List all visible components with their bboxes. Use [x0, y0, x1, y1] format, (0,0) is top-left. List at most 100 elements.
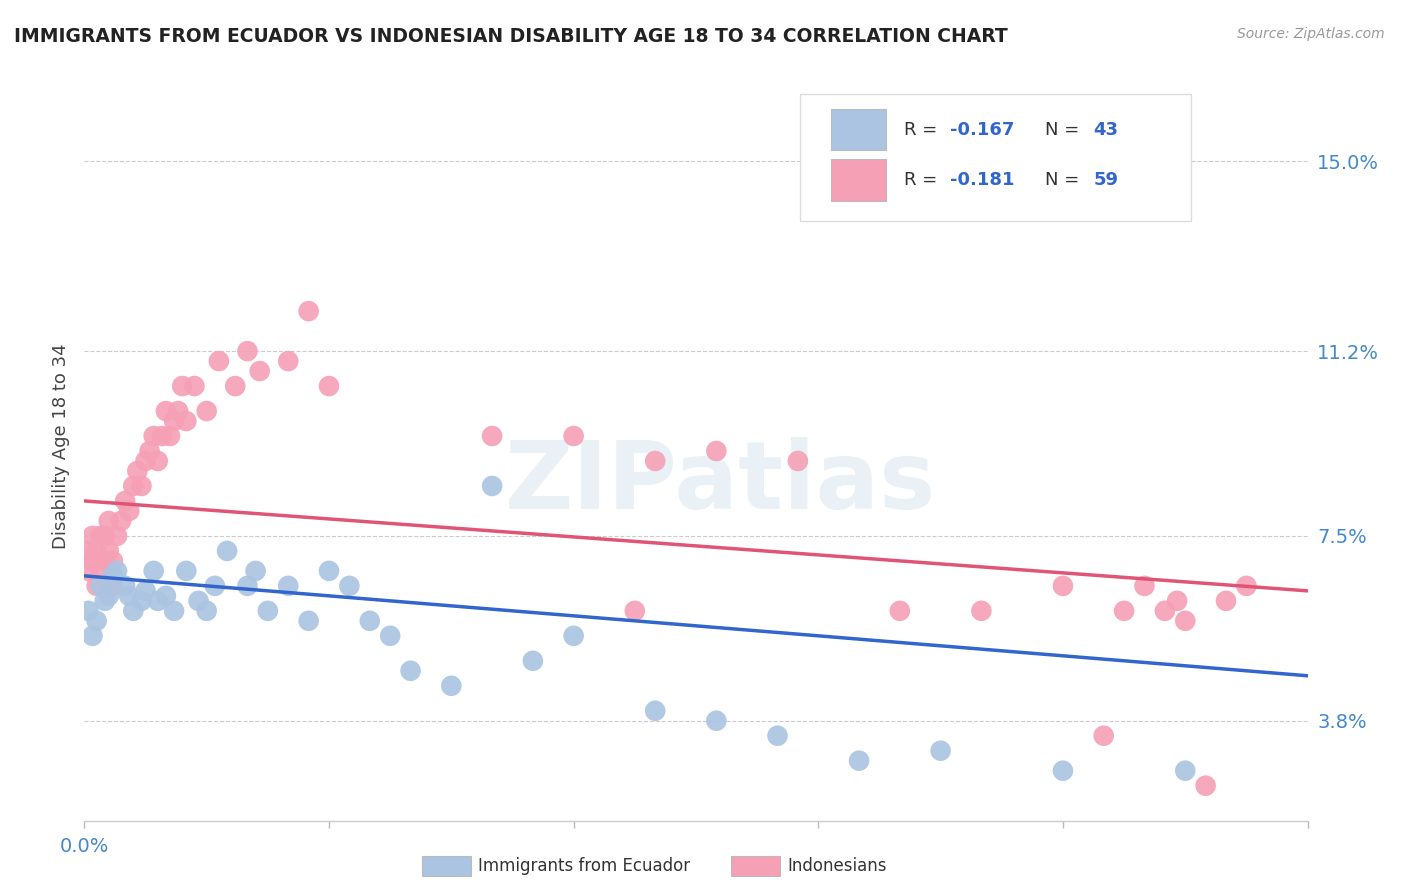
Point [90, 564, 112, 578]
Text: N =: N = [1045, 171, 1084, 189]
Point [970, 604, 993, 618]
Point [77, 604, 100, 618]
FancyBboxPatch shape [831, 160, 886, 201]
Point [1092, 729, 1115, 743]
Point [105, 564, 128, 578]
Point [522, 654, 544, 668]
Point [97, 514, 120, 528]
Point [159, 429, 181, 443]
Point [101, 569, 124, 583]
Y-axis label: Disability Age 18 to 34: Disability Age 18 to 34 [52, 343, 70, 549]
Point [77, 544, 100, 558]
Point [249, 364, 271, 378]
Point [150, 429, 173, 443]
Point [562, 629, 585, 643]
Point [86, 579, 108, 593]
Point [298, 614, 321, 628]
Point [155, 589, 177, 603]
Point [217, 544, 239, 558]
Text: -0.167: -0.167 [950, 120, 1015, 139]
Point [131, 594, 153, 608]
Point [155, 404, 177, 418]
Point [118, 504, 141, 518]
Point [1195, 779, 1218, 793]
Point [90, 529, 112, 543]
Point [101, 554, 124, 568]
Point [195, 604, 218, 618]
Point [481, 429, 503, 443]
Point [138, 444, 160, 458]
Point [318, 379, 340, 393]
Point [105, 529, 128, 543]
Point [82, 629, 104, 643]
Point [110, 514, 132, 528]
Point [77, 564, 100, 578]
Text: ZIPatlas: ZIPatlas [505, 437, 936, 530]
Point [204, 579, 226, 593]
Point [440, 679, 463, 693]
Point [163, 604, 186, 618]
Text: R =: R = [904, 171, 943, 189]
Point [174, 414, 197, 428]
Point [122, 479, 145, 493]
Point [114, 579, 136, 593]
Text: Immigrants from Ecuador: Immigrants from Ecuador [478, 857, 690, 875]
Point [208, 354, 231, 368]
Point [146, 594, 169, 608]
Point [889, 604, 911, 618]
Point [183, 379, 205, 393]
Point [1166, 594, 1188, 608]
Point [131, 479, 153, 493]
Point [1052, 764, 1074, 778]
Point [1236, 579, 1258, 593]
Point [562, 429, 585, 443]
Point [1154, 604, 1177, 618]
Point [644, 454, 666, 468]
Point [135, 583, 157, 598]
Point [399, 664, 422, 678]
Point [380, 629, 402, 643]
Point [1052, 579, 1074, 593]
Point [1174, 614, 1197, 628]
Point [787, 454, 810, 468]
Text: 43: 43 [1094, 120, 1119, 139]
Point [339, 579, 361, 593]
Point [318, 564, 340, 578]
Point [644, 704, 666, 718]
Point [224, 379, 246, 393]
Point [86, 544, 108, 558]
Text: Source: ZipAtlas.com: Source: ZipAtlas.com [1237, 27, 1385, 41]
Text: IMMIGRANTS FROM ECUADOR VS INDONESIAN DISABILITY AGE 18 TO 34 CORRELATION CHART: IMMIGRANTS FROM ECUADOR VS INDONESIAN DI… [14, 27, 1008, 45]
Point [93, 554, 115, 568]
Point [146, 454, 169, 468]
Point [135, 454, 157, 468]
Text: N =: N = [1045, 120, 1084, 139]
Point [848, 754, 870, 768]
Point [277, 579, 299, 593]
Point [82, 529, 104, 543]
Point [236, 344, 259, 359]
Point [142, 564, 165, 578]
Point [236, 579, 259, 593]
Point [118, 589, 141, 603]
Point [706, 714, 728, 728]
Point [90, 579, 112, 593]
FancyBboxPatch shape [800, 94, 1191, 221]
Point [624, 604, 647, 618]
Point [187, 594, 209, 608]
Point [97, 544, 120, 558]
Point [127, 464, 149, 478]
Point [114, 494, 136, 508]
Point [122, 604, 145, 618]
Point [481, 479, 503, 493]
Point [1114, 604, 1136, 618]
Point [167, 404, 190, 418]
Point [101, 579, 124, 593]
Point [277, 354, 299, 368]
Point [86, 614, 108, 628]
Point [1215, 594, 1237, 608]
Text: Indonesians: Indonesians [787, 857, 887, 875]
Point [163, 414, 186, 428]
Point [172, 379, 194, 393]
Text: R =: R = [904, 120, 943, 139]
